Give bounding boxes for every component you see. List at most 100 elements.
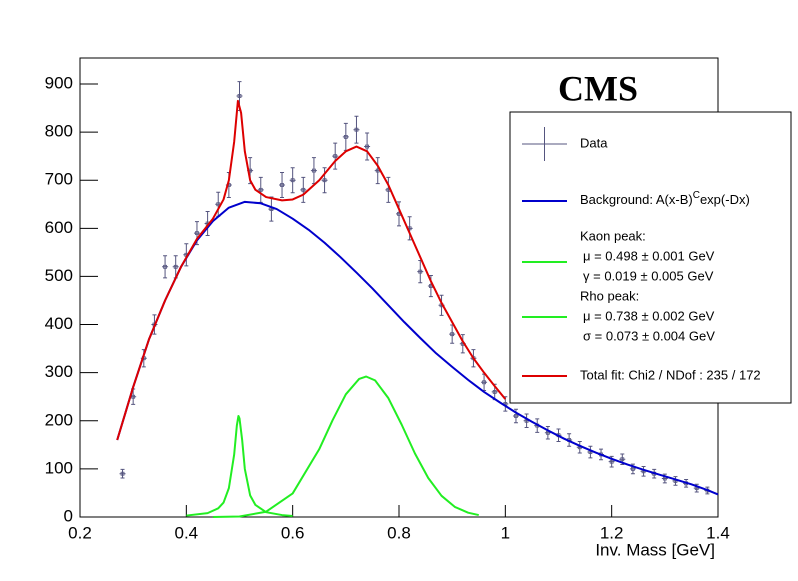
error-bar: [204, 210, 211, 237]
y-tick-label: 200: [45, 410, 73, 429]
error-bar: [385, 176, 392, 203]
data-point: [343, 135, 348, 139]
error-bar: [427, 274, 434, 298]
fit-curve: [116, 99, 507, 441]
x-axis-label: Inv. Mass [GeV]: [595, 540, 715, 559]
x-tick-label: 0.2: [68, 523, 92, 542]
y-tick-label: 400: [45, 314, 73, 333]
error-bar: [502, 396, 509, 412]
data-point: [620, 457, 625, 462]
error-bar: [289, 167, 296, 194]
error-bar: [215, 191, 222, 217]
data-point: [131, 394, 136, 399]
error-bar: [396, 201, 402, 227]
error-bar: [225, 172, 232, 199]
error-bar: [449, 324, 456, 344]
error-bar: [576, 440, 583, 454]
error-bar: [193, 221, 200, 246]
error-bar: [672, 476, 679, 486]
x-tick-label: 0.6: [281, 523, 305, 542]
data-point: [216, 202, 221, 207]
legend-box: [509, 111, 792, 404]
y-tick-label: 700: [45, 170, 73, 189]
error-bar: [310, 157, 317, 185]
x-tick-label: 0.4: [175, 523, 199, 542]
data-point: [195, 231, 199, 236]
data-point: [482, 380, 486, 385]
error-bar: [236, 81, 243, 111]
fit-curve: [212, 375, 479, 518]
error-bar: [629, 463, 636, 475]
data-point: [173, 264, 178, 269]
data-point: [301, 187, 306, 192]
error-bar: [162, 255, 169, 279]
data-point: [322, 178, 327, 183]
legend-label: μ = 0.498 ± 0.001 GeV: [583, 248, 715, 263]
x-tick-label: 1.4: [706, 523, 730, 542]
error-bar: [608, 455, 615, 468]
error-bar: [459, 334, 466, 354]
data-point: [354, 127, 359, 132]
data-point: [333, 154, 338, 159]
legend-label: Rho peak:: [580, 288, 639, 303]
legend-label: Total fit: Chi2 / NDof : 235 / 172: [580, 367, 761, 382]
error-bar: [364, 132, 371, 161]
legend-label: Background: A(x-B)Cexp(-Dx): [580, 190, 750, 208]
legend-label: μ = 0.738 ± 0.002 GeV: [583, 308, 715, 323]
error-bar: [279, 172, 286, 199]
x-tick-label: 1.2: [600, 523, 624, 542]
error-bar: [247, 157, 254, 185]
data-point: [280, 183, 284, 187]
data-point: [450, 332, 455, 337]
legend-symbol: [522, 127, 567, 161]
error-bar: [587, 445, 594, 459]
error-bar: [268, 196, 275, 222]
error-bar: [512, 408, 519, 424]
legend-label: Data: [580, 135, 608, 150]
y-tick-label: 0: [64, 506, 73, 525]
error-bar: [661, 473, 668, 484]
fit-curve: [186, 414, 293, 518]
y-tick-label: 300: [45, 362, 73, 381]
y-tick-label: 600: [45, 218, 73, 237]
legend-label-sup: C: [693, 190, 700, 201]
data-point: [631, 466, 635, 471]
data-point: [120, 471, 125, 476]
x-tick-label: 1: [501, 523, 510, 542]
data-point: [312, 168, 316, 173]
legend-label: γ = 0.019 ± 0.005 GeV: [583, 268, 714, 283]
data-point: [514, 414, 518, 418]
error-bar: [640, 465, 647, 477]
y-tick-label: 500: [45, 266, 73, 285]
error-bar: [183, 243, 190, 267]
error-bar: [300, 176, 307, 203]
data-point: [290, 178, 295, 183]
legend-label: Kaon peak:: [580, 228, 646, 243]
error-bar: [406, 216, 413, 241]
error-bar: [374, 157, 381, 185]
error-bar: [619, 453, 626, 466]
error-bar: [257, 176, 264, 203]
legend-label-part: exp(-Dx): [700, 192, 750, 207]
data-point: [258, 187, 263, 192]
error-bar: [172, 255, 179, 279]
data-point: [365, 144, 370, 149]
data-point: [609, 459, 614, 464]
error-bar: [438, 294, 445, 316]
y-tick-label: 100: [45, 458, 73, 477]
legend-label: σ = 0.073 ± 0.004 GeV: [583, 328, 715, 343]
y-tick-label: 900: [45, 73, 73, 92]
error-bar: [140, 349, 147, 368]
error-bar: [417, 260, 424, 284]
data-point: [418, 269, 423, 274]
error-bar: [523, 413, 530, 429]
error-bar: [321, 167, 328, 194]
error-bar: [332, 142, 339, 170]
x-tick-label: 0.8: [387, 523, 411, 542]
error-bar: [342, 122, 349, 151]
data-point: [492, 390, 497, 394]
legend-label-part: Background: A(x-B): [580, 192, 693, 207]
annotation: CMS: [558, 68, 638, 108]
error-bar: [491, 383, 498, 401]
